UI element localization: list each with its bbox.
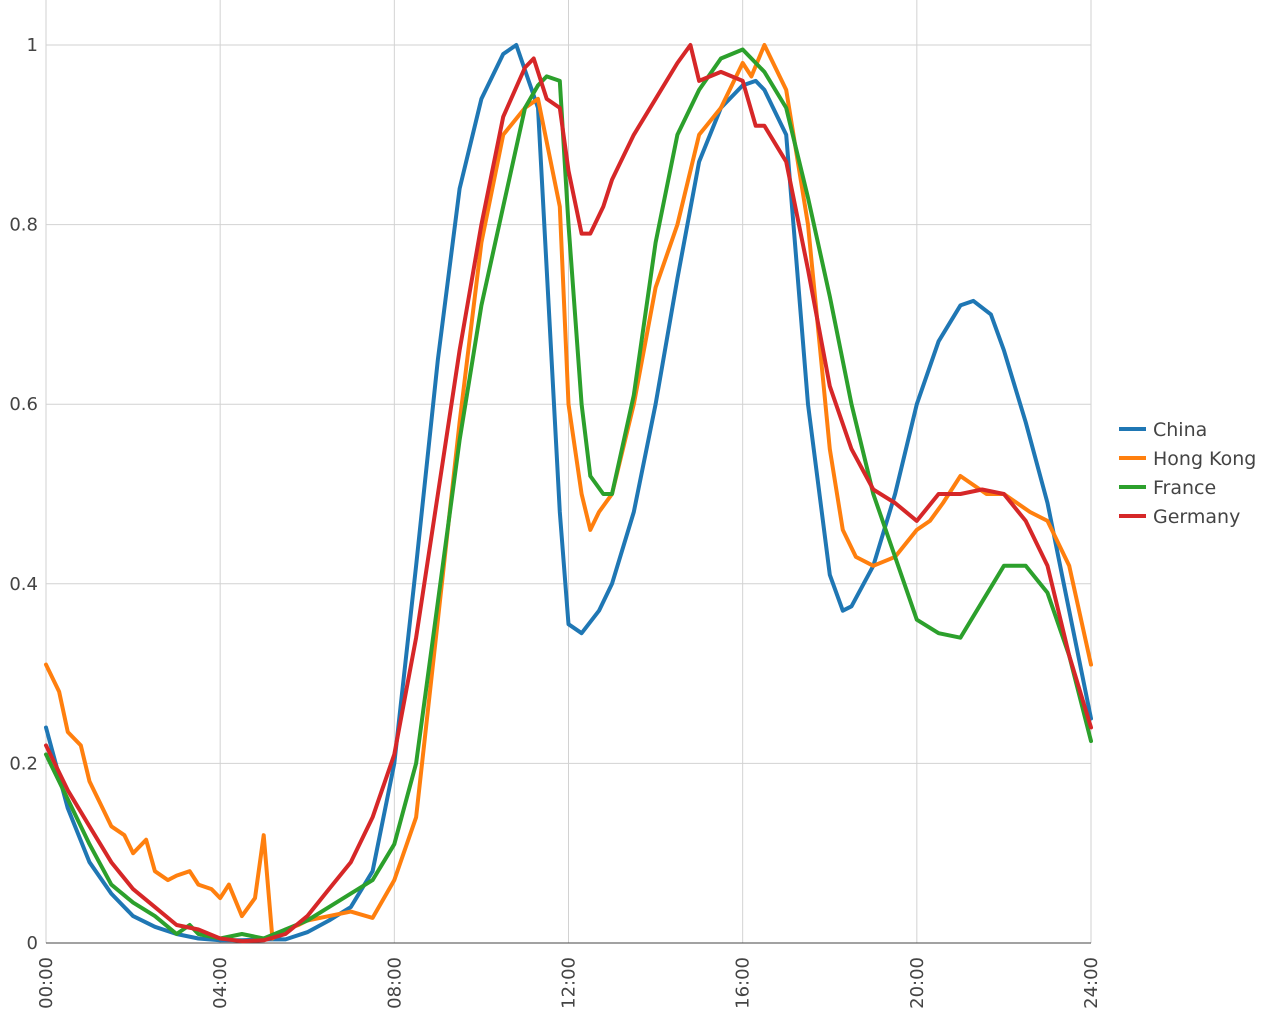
y-tick-label: 0 [27, 933, 38, 954]
y-tick-label: 0.2 [9, 753, 38, 774]
y-tick-label: 0.6 [9, 394, 38, 415]
legend-label: Germany [1153, 506, 1240, 528]
legend: China Hong Kong France Germany [1119, 419, 1256, 528]
legend-label: Hong Kong [1153, 448, 1256, 470]
x-tick-label: 20:00 [907, 957, 928, 1009]
series-line-germany [44, 43, 1093, 944]
x-tick-label: 08:00 [384, 957, 405, 1009]
grid [45, 0, 1092, 943]
x-tick-label: 16:00 [733, 957, 754, 1009]
legend-label: France [1153, 477, 1216, 499]
y-tick-label: 0.4 [9, 574, 38, 595]
x-tick-label: 12:00 [559, 957, 580, 1009]
y-tick-label: 0.8 [9, 215, 38, 236]
x-tick-label: 04:00 [210, 957, 231, 1009]
plot-area [44, 43, 1093, 944]
y-tick-label: 1 [27, 35, 38, 56]
x-tick-label: 00:00 [36, 957, 57, 1009]
legend-label: China [1153, 419, 1207, 441]
axes: 0 0.2 0.4 0.6 0.8 1 00:00 04:00 08:00 12:00 16:00 2… [9, 35, 1102, 1009]
x-tick-label: 24:00 [1081, 957, 1102, 1009]
